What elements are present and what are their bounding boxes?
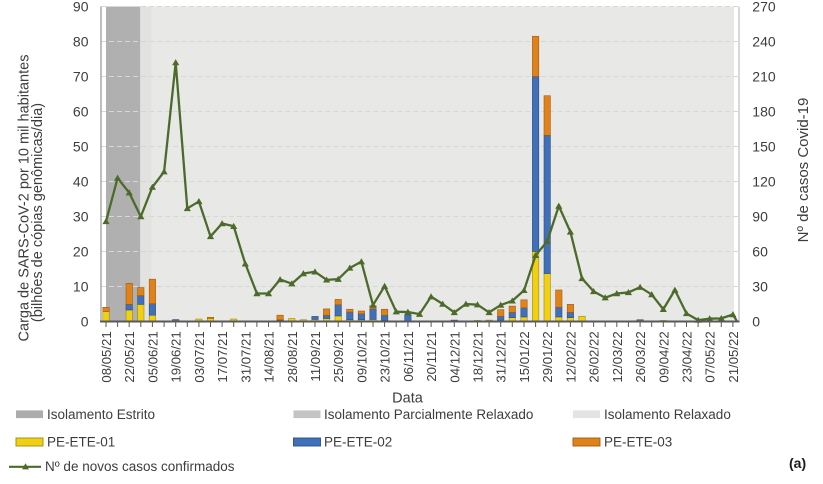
svg-text:70: 70 bbox=[73, 69, 89, 85]
svg-text:Isolamento Parcialmente Relaxa: Isolamento Parcialmente Relaxado bbox=[324, 407, 533, 422]
svg-text:10: 10 bbox=[73, 279, 89, 295]
svg-text:31/07/21: 31/07/21 bbox=[238, 331, 253, 382]
svg-text:05/06/21: 05/06/21 bbox=[145, 331, 160, 382]
svg-text:09/10/21: 09/10/21 bbox=[354, 331, 369, 382]
svg-text:07/05/22: 07/05/22 bbox=[703, 331, 718, 382]
svg-text:Isolamento Estrito: Isolamento Estrito bbox=[47, 407, 155, 422]
svg-text:06/11/21: 06/11/21 bbox=[401, 331, 416, 381]
svg-text:180: 180 bbox=[752, 104, 776, 120]
svg-text:PE-ETE-02: PE-ETE-02 bbox=[324, 435, 392, 450]
svg-text:120: 120 bbox=[752, 174, 776, 190]
svg-text:12/02/22: 12/02/22 bbox=[563, 331, 578, 382]
svg-text:04/12/21: 04/12/21 bbox=[447, 331, 462, 382]
svg-text:18/12/21: 18/12/21 bbox=[471, 331, 486, 382]
svg-text:50: 50 bbox=[73, 139, 89, 155]
svg-text:(a): (a) bbox=[789, 455, 806, 471]
svg-text:Isolamento Relaxado: Isolamento Relaxado bbox=[604, 407, 731, 422]
svg-text:0: 0 bbox=[81, 314, 89, 330]
svg-text:90: 90 bbox=[73, 0, 89, 15]
svg-text:19/06/21: 19/06/21 bbox=[169, 331, 184, 382]
svg-text:40: 40 bbox=[73, 174, 89, 190]
svg-text:26/02/22: 26/02/22 bbox=[587, 331, 602, 382]
svg-text:240: 240 bbox=[752, 34, 776, 50]
svg-text:Nº de casos Covid-19: Nº de casos Covid-19 bbox=[795, 98, 812, 243]
svg-text:23/10/21: 23/10/21 bbox=[378, 331, 393, 382]
svg-text:30: 30 bbox=[752, 279, 768, 295]
svg-text:20: 20 bbox=[73, 244, 89, 260]
svg-text:270: 270 bbox=[752, 0, 776, 15]
svg-text:12/03/22: 12/03/22 bbox=[610, 331, 625, 382]
svg-text:25/09/21: 25/09/21 bbox=[331, 331, 346, 382]
svg-text:Data: Data bbox=[392, 391, 424, 407]
svg-text:03/07/21: 03/07/21 bbox=[192, 331, 207, 382]
svg-text:29/01/22: 29/01/22 bbox=[540, 331, 555, 382]
svg-text:22/05/21: 22/05/21 bbox=[122, 331, 137, 382]
svg-text:(bilhões de cópias genômicas/d: (bilhões de cópias genômicas/dia) bbox=[30, 103, 46, 322]
svg-text:30: 30 bbox=[73, 209, 89, 225]
svg-text:Nº de novos casos confirmados: Nº de novos casos confirmados bbox=[45, 459, 235, 474]
svg-text:150: 150 bbox=[752, 139, 776, 155]
svg-text:210: 210 bbox=[752, 69, 776, 85]
svg-text:21/05/22: 21/05/22 bbox=[726, 331, 741, 382]
svg-text:PE-ETE-03: PE-ETE-03 bbox=[604, 435, 672, 450]
svg-text:11/09/21: 11/09/21 bbox=[308, 331, 323, 381]
svg-text:80: 80 bbox=[73, 34, 89, 50]
svg-text:28/08/21: 28/08/21 bbox=[285, 331, 300, 382]
svg-text:PE-ETE-01: PE-ETE-01 bbox=[47, 435, 115, 450]
svg-text:31/12/21: 31/12/21 bbox=[494, 331, 509, 382]
svg-text:26/03/22: 26/03/22 bbox=[633, 331, 648, 382]
svg-text:0: 0 bbox=[752, 314, 760, 330]
svg-text:60: 60 bbox=[73, 104, 89, 120]
svg-text:14/08/21: 14/08/21 bbox=[262, 331, 277, 382]
svg-text:23/04/22: 23/04/22 bbox=[680, 331, 695, 382]
svg-text:20/11/21: 20/11/21 bbox=[424, 331, 439, 381]
svg-text:Carga de SARS-CoV-2 por 10 mil: Carga de SARS-CoV-2 por 10 mil habitante… bbox=[17, 55, 33, 342]
svg-text:60: 60 bbox=[752, 244, 768, 260]
svg-text:09/04/22: 09/04/22 bbox=[656, 331, 671, 382]
svg-text:08/05/21: 08/05/21 bbox=[99, 331, 114, 382]
svg-text:15/01/22: 15/01/22 bbox=[517, 331, 532, 382]
svg-text:17/07/21: 17/07/21 bbox=[215, 331, 230, 382]
svg-text:90: 90 bbox=[752, 209, 768, 225]
